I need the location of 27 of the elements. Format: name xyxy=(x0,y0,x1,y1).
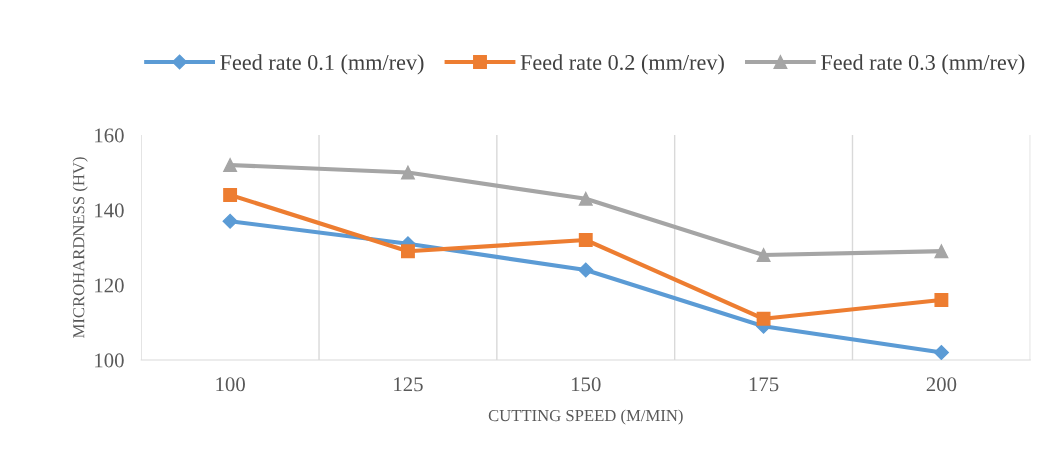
legend-label: Feed rate 0.2 (mm/rev) xyxy=(520,54,724,75)
legend-label: Feed rate 0.1 (mm/rev) xyxy=(220,54,424,75)
x-tick-label: 125 xyxy=(394,377,423,392)
point xyxy=(578,191,593,206)
x-axis-title: CUTTING SPEED (M/MIN) xyxy=(488,409,683,425)
y-tick-label: 160 xyxy=(95,128,124,143)
x-tick-label: 200 xyxy=(926,377,957,392)
x-tick-label: 100 xyxy=(216,377,245,392)
point xyxy=(756,248,771,262)
y-axis-title: MICROHARDNESS (HV) xyxy=(72,157,88,338)
x-tick-label: 150 xyxy=(571,377,601,392)
point xyxy=(223,158,238,172)
point xyxy=(400,244,415,259)
point xyxy=(222,213,238,229)
point xyxy=(756,311,771,326)
point xyxy=(578,233,593,247)
y-tick-label: 100 xyxy=(95,353,124,368)
point xyxy=(934,244,949,259)
point xyxy=(933,344,949,360)
point xyxy=(400,165,415,180)
legend-label: Feed rate 0.3 (mm/rev) xyxy=(821,54,1025,75)
y-tick-label: 120 xyxy=(95,278,124,293)
y-tick-label: 140 xyxy=(95,203,124,218)
point xyxy=(578,262,594,278)
point xyxy=(934,293,949,307)
point xyxy=(223,188,238,202)
x-tick-label: 175 xyxy=(749,377,779,392)
